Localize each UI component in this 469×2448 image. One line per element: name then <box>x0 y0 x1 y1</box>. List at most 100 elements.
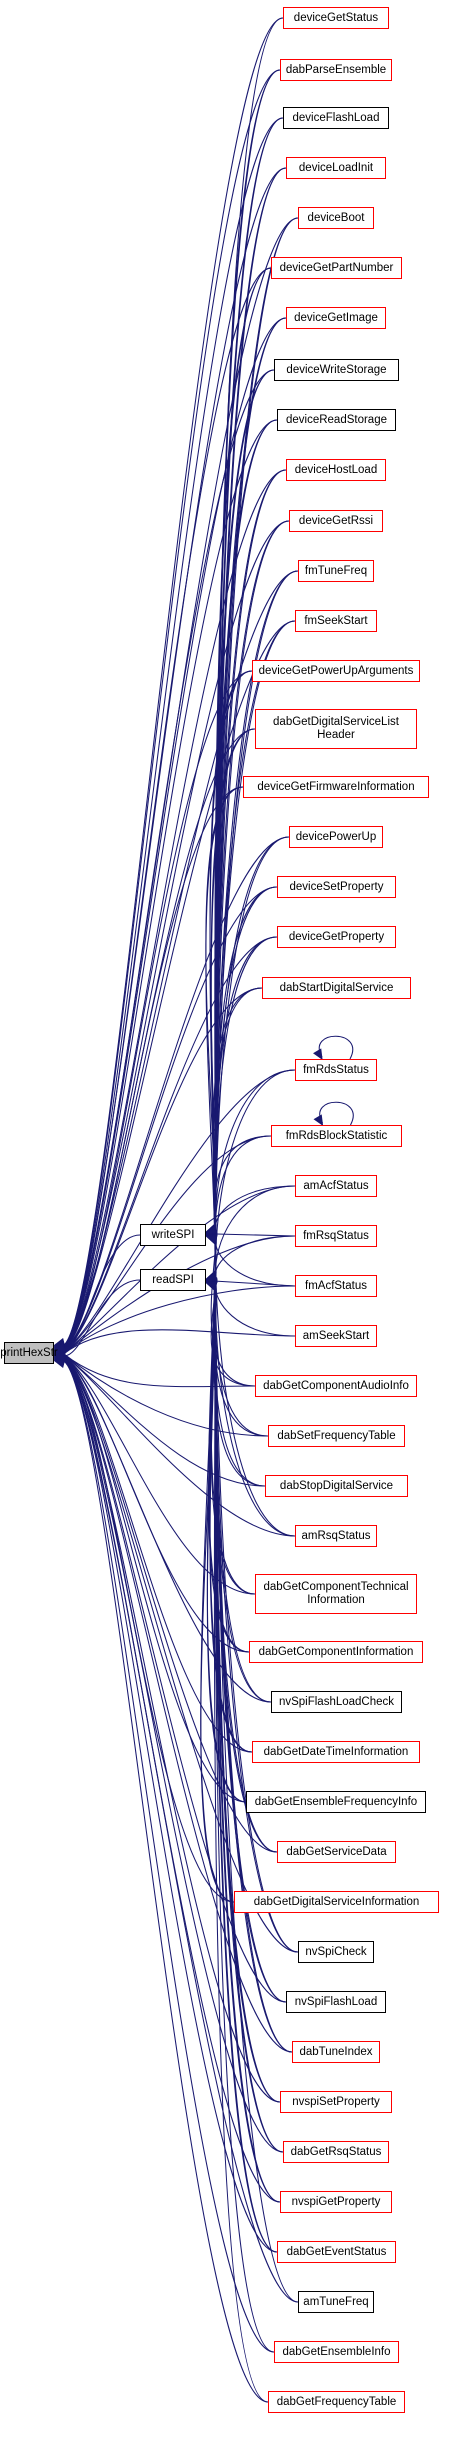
edge-deviceWriteStorage-to-printHexStr <box>63 369 275 1348</box>
node-amRsqStatus[interactable]: amRsqStatus <box>295 1525 377 1547</box>
edge-dabStopDigitalService-to-printHexStr <box>63 1354 266 1487</box>
edge-dabGetComponentAudioInfo-to-writeSPI <box>210 1240 256 1387</box>
node-dabGetRsqStatus[interactable]: dabGetRsqStatus <box>283 2141 389 2163</box>
node-deviceBoot[interactable]: deviceBoot <box>298 207 374 229</box>
arrow-writeSPI-to-printHexStr <box>53 1343 66 1353</box>
edge-fmAcfStatus-to-writeSPI <box>215 1239 296 1287</box>
edge-deviceGetPartNumber-to-printHexStr <box>63 267 272 1348</box>
node-fmRdsBlockStatistic[interactable]: fmRdsBlockStatistic <box>271 1125 402 1147</box>
self-loop-fmRdsBlockStatistic <box>319 1101 354 1126</box>
node-deviceGetPartNumber[interactable]: deviceGetPartNumber <box>271 257 402 279</box>
node-readSPI[interactable]: readSPI <box>140 1269 206 1291</box>
edge-fmRdsStatus-to-writeSPI <box>215 1069 296 1228</box>
edge-nvSpiFlashLoadCheck-to-printHexStr <box>63 1355 272 1703</box>
edge-readSPI-to-printHexStr <box>63 1279 141 1357</box>
node-fmAcfStatus[interactable]: fmAcfStatus <box>295 1275 377 1297</box>
edge-amSeekStart-to-printHexStr <box>63 1329 296 1355</box>
node-writeSPI[interactable]: writeSPI <box>140 1224 206 1246</box>
node-dabGetComponentTechnicalInformation[interactable]: dabGetComponentTechnical Information <box>255 1574 417 1614</box>
node-dabStopDigitalService[interactable]: dabStopDigitalService <box>265 1475 408 1497</box>
node-deviceGetStatus[interactable]: deviceGetStatus <box>283 7 389 29</box>
edge-fmRsqStatus-to-writeSPI <box>215 1233 296 1237</box>
edge-deviceHostLoad-to-printHexStr <box>63 469 287 1349</box>
node-dabGetComponentAudioInfo[interactable]: dabGetComponentAudioInfo <box>255 1375 417 1397</box>
node-nvspiGetProperty[interactable]: nvspiGetProperty <box>280 2191 392 2213</box>
node-nvspiSetProperty[interactable]: nvspiSetProperty <box>280 2091 392 2113</box>
edge-fmAcfStatus-to-printHexStr <box>63 1285 296 1354</box>
edge-amRsqStatus-to-printHexStr <box>63 1354 296 1537</box>
edge-dabSetFrequencyTable-to-writeSPI <box>213 1240 269 1437</box>
self-loop-fmRdsStatus <box>318 1035 354 1060</box>
edge-dabSetFrequencyTable-to-printHexStr <box>63 1353 269 1437</box>
node-deviceGetFirmwareInformation[interactable]: deviceGetFirmwareInformation <box>243 776 429 798</box>
node-nvSpiFlashLoadCheck[interactable]: nvSpiFlashLoadCheck <box>271 1691 402 1713</box>
edge-deviceGetFirmwareInformation-to-printHexStr <box>63 786 244 1351</box>
edge-deviceGetRssi-to-writeSPI <box>215 520 290 1227</box>
node-fmSeekStart[interactable]: fmSeekStart <box>295 610 377 632</box>
node-deviceReadStorage[interactable]: deviceReadStorage <box>277 409 396 431</box>
edge-dabGetServiceData-to-printHexStr <box>63 1356 278 1853</box>
node-dabTuneIndex[interactable]: dabTuneIndex <box>292 2041 380 2063</box>
node-nvSpiFlashLoad[interactable]: nvSpiFlashLoad <box>286 1991 386 2013</box>
node-dabGetDateTimeInformation[interactable]: dabGetDateTimeInformation <box>252 1741 420 1763</box>
edge-dabParseEnsemble-to-printHexStr <box>63 69 281 1346</box>
self-loop-arrow-fmRdsStatus <box>313 1048 323 1061</box>
edge-writeSPI-to-printHexStr <box>63 1234 141 1351</box>
node-deviceLoadInit[interactable]: deviceLoadInit <box>286 157 386 179</box>
node-amAcfStatus[interactable]: amAcfStatus <box>295 1175 377 1197</box>
node-fmTuneFreq[interactable]: fmTuneFreq <box>298 560 374 582</box>
node-dabGetEnsembleInfo[interactable]: dabGetEnsembleInfo <box>274 2341 399 2363</box>
node-fmRdsStatus[interactable]: fmRdsStatus <box>295 1059 377 1081</box>
node-dabGetServiceData[interactable]: dabGetServiceData <box>277 1841 396 1863</box>
node-dabGetDigitalServiceInformation[interactable]: dabGetDigitalServiceInformation <box>234 1891 439 1913</box>
node-dabGetFrequencyTable[interactable]: dabGetFrequencyTable <box>268 2391 405 2413</box>
edge-deviceGetRssi-to-printHexStr <box>63 520 290 1349</box>
edge-nvSpiCheck-to-writeSPI <box>215 1241 299 1953</box>
node-deviceSetProperty[interactable]: deviceSetProperty <box>277 876 396 898</box>
edge-deviceLoadInit-to-printHexStr <box>63 167 287 1347</box>
edge-dabSetFrequencyTable-to-readSPI <box>213 1287 269 1437</box>
node-dabGetEnsembleFrequencyInfo[interactable]: dabGetEnsembleFrequencyInfo <box>246 1791 426 1813</box>
node-deviceHostLoad[interactable]: deviceHostLoad <box>286 459 386 481</box>
node-deviceWriteStorage[interactable]: deviceWriteStorage <box>274 359 399 381</box>
node-dabSetFrequencyTable[interactable]: dabSetFrequencyTable <box>268 1425 405 1447</box>
edge-dabGetFrequencyTable-to-printHexStr <box>63 1360 269 2403</box>
edge-amTuneFreq-to-writeSPI <box>215 1242 299 2303</box>
edge-fmRdsBlockStatistic-to-writeSPI <box>214 1135 272 1228</box>
edge-dabGetComponentTechnicalInformation-to-printHexStr <box>63 1355 256 1595</box>
edge-fmRdsStatus-to-readSPI <box>215 1069 296 1275</box>
edge-dabGetDigitalServiceInformation-to-readSPI <box>200 1288 235 1903</box>
node-dabGetDigitalServiceListHeader[interactable]: dabGetDigitalServiceList Header <box>255 709 417 749</box>
edge-amTuneFreq-to-printHexStr <box>63 1359 299 2303</box>
edge-dabGetEnsembleInfo-to-printHexStr <box>63 1360 275 2353</box>
edge-deviceGetProperty-to-printHexStr <box>63 936 278 1352</box>
self-loop-arrow-fmRdsBlockStatistic <box>313 1114 324 1127</box>
edge-dabGetComponentAudioInfo-to-printHexStr <box>63 1353 256 1388</box>
node-deviceGetImage[interactable]: deviceGetImage <box>286 307 386 329</box>
node-printHexStr: printHexStr <box>0 1342 58 1364</box>
edge-amAcfStatus-to-readSPI <box>215 1185 296 1275</box>
node-dabParseEnsemble[interactable]: dabParseEnsemble <box>280 59 392 81</box>
node-deviceGetProperty[interactable]: deviceGetProperty <box>277 926 396 948</box>
node-deviceFlashLoad[interactable]: deviceFlashLoad <box>283 107 389 129</box>
edge-dabTuneIndex-to-printHexStr <box>63 1358 293 2053</box>
edge-nvSpiFlashLoad-to-printHexStr <box>63 1357 287 2003</box>
edge-dabGetComponentAudioInfo-to-readSPI <box>210 1287 256 1387</box>
node-amSeekStart[interactable]: amSeekStart <box>295 1325 377 1347</box>
node-amTuneFreq[interactable]: amTuneFreq <box>298 2291 374 2313</box>
node-dabStartDigitalService[interactable]: dabStartDigitalService <box>262 977 411 999</box>
edge-nvspiGetProperty-to-printHexStr <box>63 1359 281 2203</box>
edge-amRsqStatus-to-readSPI <box>215 1287 296 1537</box>
node-devicePowerUp[interactable]: devicePowerUp <box>289 826 383 848</box>
node-dabGetComponentInformation[interactable]: dabGetComponentInformation <box>249 1641 423 1663</box>
node-deviceGetPowerUpArguments[interactable]: deviceGetPowerUpArguments <box>252 660 420 682</box>
node-nvSpiCheck[interactable]: nvSpiCheck <box>298 1941 374 1963</box>
node-deviceGetRssi[interactable]: deviceGetRssi <box>289 510 383 532</box>
edge-dabGetFrequencyTable-to-writeSPI <box>213 1242 269 2403</box>
node-dabGetEventStatus[interactable]: dabGetEventStatus <box>277 2241 396 2263</box>
edge-fmTuneFreq-to-printHexStr <box>63 570 299 1350</box>
edge-dabGetRsqStatus-to-printHexStr <box>63 1358 284 2153</box>
edge-deviceFlashLoad-to-printHexStr <box>63 117 284 1347</box>
node-fmRsqStatus[interactable]: fmRsqStatus <box>295 1225 377 1247</box>
